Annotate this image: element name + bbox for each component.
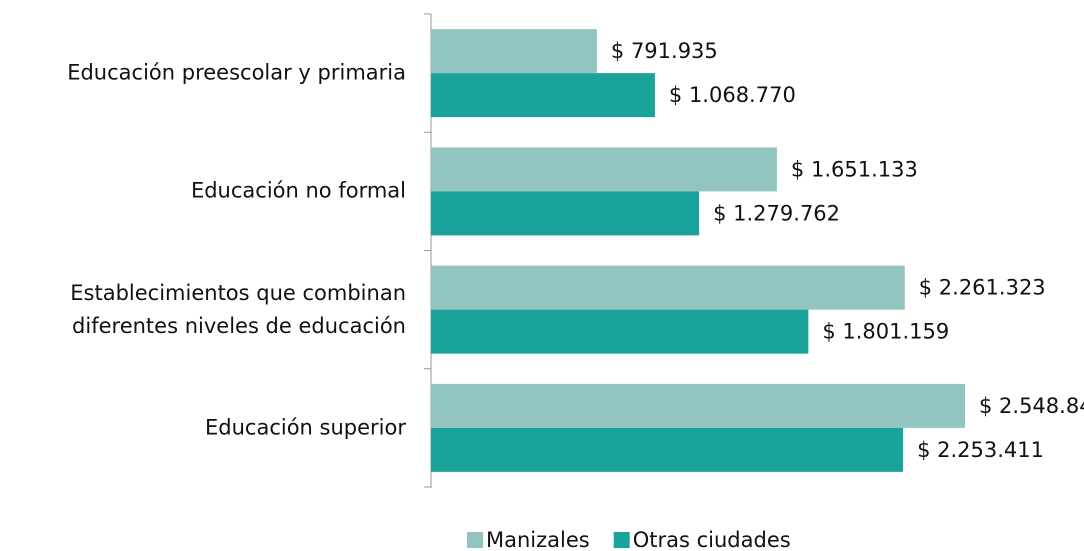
category-label: Educación preescolar y primaria bbox=[67, 60, 406, 85]
bar bbox=[431, 147, 777, 192]
category-label: Educación no formal bbox=[190, 178, 406, 203]
value-label: $ 2.261.323 bbox=[919, 276, 1046, 300]
bar bbox=[431, 383, 965, 428]
bar bbox=[431, 29, 597, 74]
value-label: $ 1.651.133 bbox=[791, 157, 918, 181]
value-label: $ 2.253.411 bbox=[917, 438, 1044, 462]
value-label: $ 1.801.159 bbox=[822, 320, 949, 344]
value-label: $ 1.068.770 bbox=[669, 83, 796, 107]
legend-swatch bbox=[467, 532, 483, 548]
legend-label: Otras ciudades bbox=[633, 528, 791, 551]
value-label: $ 791.935 bbox=[611, 39, 718, 63]
bar bbox=[431, 265, 905, 310]
bar bbox=[431, 309, 809, 354]
category-label: Educación superior bbox=[205, 415, 406, 440]
value-label: $ 1.279.762 bbox=[713, 201, 840, 225]
value-label: $ 2.548.845 bbox=[979, 394, 1084, 418]
bar bbox=[431, 191, 700, 236]
legend-swatch bbox=[613, 532, 630, 548]
bar bbox=[431, 427, 904, 472]
category-label: Establecimientos que combinan diferentes… bbox=[70, 280, 406, 338]
bar bbox=[431, 73, 655, 118]
legend-label: Manizales bbox=[486, 528, 590, 551]
